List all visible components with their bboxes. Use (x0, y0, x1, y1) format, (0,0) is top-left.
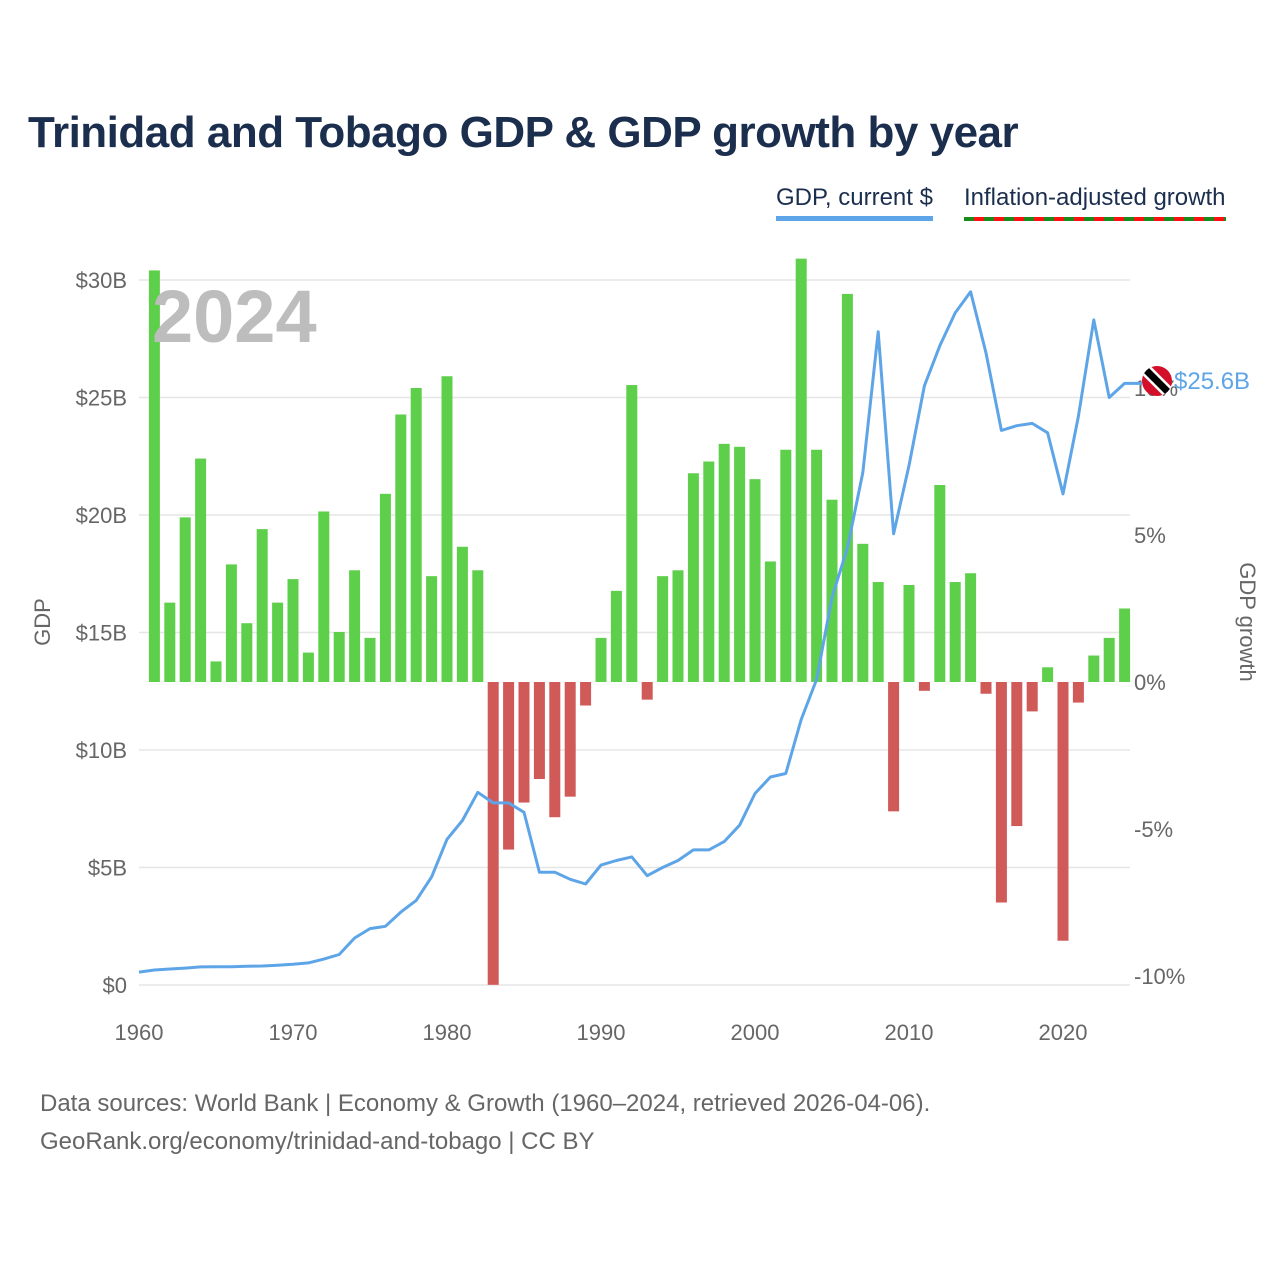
x-tick-label: 1990 (577, 1020, 626, 1045)
gdp-line (138, 290, 1142, 974)
growth-bar-1964 (195, 458, 207, 682)
y2-axis-label: GDP growth (1235, 562, 1260, 681)
legend-gdp[interactable]: GDP, current $ (776, 184, 933, 221)
growth-bar-2015 (980, 682, 992, 694)
y2-tick-label: -10% (1134, 964, 1185, 989)
growth-bar-2008 (872, 582, 884, 682)
y-tick-label: $15B (76, 621, 127, 646)
y-axis-label: GDP (30, 598, 55, 646)
growth-bar-2021 (1072, 682, 1084, 703)
growth-bar-1991 (610, 590, 622, 682)
flag-icon (1142, 366, 1172, 396)
growth-bar-2007 (857, 543, 869, 682)
year-watermark: 2024 (152, 275, 317, 358)
growth-bar-2002 (780, 449, 792, 682)
growth-bar-1990 (595, 637, 607, 682)
growth-bar-1979 (426, 576, 438, 682)
y2-tick-label: -5% (1134, 817, 1173, 842)
growth-bar-1982 (472, 570, 484, 682)
growth-bar-1965 (210, 661, 222, 682)
x-tick-label: 1970 (269, 1020, 318, 1045)
growth-bar-1992 (626, 385, 638, 682)
growth-bar-2005 (826, 499, 838, 682)
growth-bar-1985 (518, 682, 530, 803)
growth-bar-1976 (379, 493, 391, 682)
x-tick-label: 1980 (423, 1020, 472, 1045)
growth-bar-2011 (918, 682, 930, 691)
growth-bar-1961 (148, 270, 160, 682)
growth-bar-2019 (1042, 667, 1054, 682)
growth-bar-1973 (333, 632, 345, 682)
growth-bar-1993 (641, 682, 653, 700)
y-tick-label: $30B (76, 268, 127, 293)
y2-tick-label: 5% (1134, 523, 1166, 548)
growth-bar-1972 (318, 511, 330, 682)
growth-bar-1968 (256, 529, 268, 682)
growth-bar-2013 (949, 582, 961, 682)
growth-bar-1999 (734, 446, 746, 682)
x-tick-label: 2000 (731, 1020, 780, 1045)
growth-bar-1975 (364, 637, 376, 682)
growth-bar-1989 (580, 682, 592, 706)
growth-bar-1963 (179, 517, 191, 682)
y-tick-label: $25B (76, 386, 127, 411)
growth-bar-2017 (1011, 682, 1023, 827)
growth-bar-1986 (533, 682, 545, 780)
legend-growth-swatch (964, 217, 1226, 221)
growth-bar-2003 (795, 258, 807, 682)
growth-bar-2018 (1026, 682, 1038, 712)
growth-bar-1983 (487, 682, 499, 985)
growth-bar-1981 (456, 546, 468, 682)
growth-bar-1998 (718, 443, 730, 682)
growth-bar-2009 (888, 682, 900, 812)
growth-bar-1995 (672, 570, 684, 682)
growth-bar-1967 (241, 623, 253, 682)
growth-bar-2014 (965, 573, 977, 682)
legend-growth-label: Inflation-adjusted growth (964, 184, 1226, 211)
growth-bar-2022 (1088, 655, 1100, 682)
y-tick-label: $0 (103, 973, 127, 998)
x-tick-label: 1960 (115, 1020, 164, 1045)
growth-bar-1980 (441, 376, 453, 682)
growth-bar-1970 (287, 579, 299, 682)
growth-bar-1987 (549, 682, 561, 818)
growth-bar-1988 (564, 682, 576, 797)
growth-bar-2010 (903, 584, 915, 682)
growth-bar-2012 (934, 485, 946, 682)
end-value-label: $25.6B (1174, 368, 1250, 395)
y-tick-label: $10B (76, 738, 127, 763)
growth-bar-1974 (349, 570, 361, 682)
growth-bar-1996 (687, 473, 699, 682)
growth-bar-1977 (395, 414, 407, 682)
growth-bar-2024 (1119, 608, 1131, 682)
growth-bar-1966 (225, 564, 237, 682)
growth-bar-2000 (749, 479, 761, 682)
footer-credit[interactable]: GeoRank.org/economy/trinidad-and-tobago … (40, 1128, 595, 1155)
growth-bar-1994 (657, 576, 669, 682)
y2-tick-label: 0% (1134, 670, 1166, 695)
growth-bar-1978 (410, 388, 422, 682)
legend-growth[interactable]: Inflation-adjusted growth (964, 184, 1226, 221)
growth-bar-1997 (703, 461, 715, 682)
growth-bar-2001 (764, 561, 776, 682)
footer-sources: Data sources: World Bank | Economy & Gro… (40, 1090, 931, 1117)
growth-bar-1984 (503, 682, 515, 850)
y-tick-label: $20B (76, 503, 127, 528)
growth-bar-2004 (811, 449, 823, 682)
growth-bar-2023 (1103, 637, 1115, 682)
growth-bar-1971 (302, 652, 314, 682)
x-tick-label: 2020 (1039, 1020, 1088, 1045)
growth-bar-2016 (995, 682, 1007, 903)
x-tick-label: 2010 (885, 1020, 934, 1045)
chart-title: Trinidad and Tobago GDP & GDP growth by … (28, 108, 1019, 157)
growth-bar-1962 (164, 602, 176, 682)
y-tick-label: $5B (88, 856, 127, 881)
growth-bar-1969 (272, 602, 284, 682)
growth-bar-2006 (841, 293, 853, 682)
growth-bar-2020 (1057, 682, 1069, 941)
